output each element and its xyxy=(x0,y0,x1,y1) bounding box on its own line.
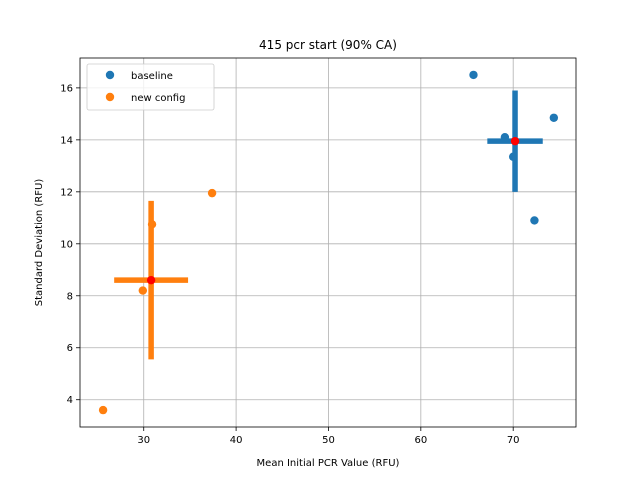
x-axis-label: Mean Initial PCR Value (RFU) xyxy=(257,458,400,469)
center-marker-baseline xyxy=(510,136,520,146)
x-tick-label: 70 xyxy=(507,435,520,446)
y-tick-label: 4 xyxy=(67,395,73,406)
x-axis-ticks: 30 40 50 60 70 xyxy=(137,427,520,446)
legend: baseline new config xyxy=(86,63,215,111)
y-tick-label: 8 xyxy=(67,291,73,302)
chart-title: 415 pcr start (90% CA) xyxy=(259,38,397,52)
center-marker-new-config xyxy=(146,275,156,285)
data-point-new-config xyxy=(207,188,217,198)
y-tick-label: 10 xyxy=(60,239,73,250)
data-point-new-config xyxy=(138,286,148,295)
y-tick-label: 12 xyxy=(60,187,73,198)
legend-label-new-config: new config xyxy=(131,93,185,104)
x-tick-label: 30 xyxy=(137,435,150,446)
legend-marker-new-config xyxy=(105,92,115,102)
plot-frame xyxy=(79,57,577,428)
y-tick-label: 16 xyxy=(60,83,73,94)
x-tick-label: 60 xyxy=(414,435,427,446)
legend-marker-baseline xyxy=(105,70,115,80)
data-point-new-config xyxy=(98,405,108,415)
y-tick-label: 14 xyxy=(60,135,73,146)
x-tick-label: 50 xyxy=(322,435,335,446)
legend-box xyxy=(86,63,215,111)
y-axis-ticks: 4 6 8 10 12 14 16 xyxy=(60,83,80,406)
legend-label-baseline: baseline xyxy=(131,71,173,82)
x-tick-label: 40 xyxy=(230,435,243,446)
y-axis-label: Standard Deviation (RFU) xyxy=(34,179,45,307)
data-point-baseline xyxy=(469,70,478,80)
plot-content xyxy=(98,70,559,415)
data-point-baseline xyxy=(530,216,539,225)
y-tick-label: 6 xyxy=(67,343,73,354)
data-point-baseline xyxy=(549,113,559,122)
